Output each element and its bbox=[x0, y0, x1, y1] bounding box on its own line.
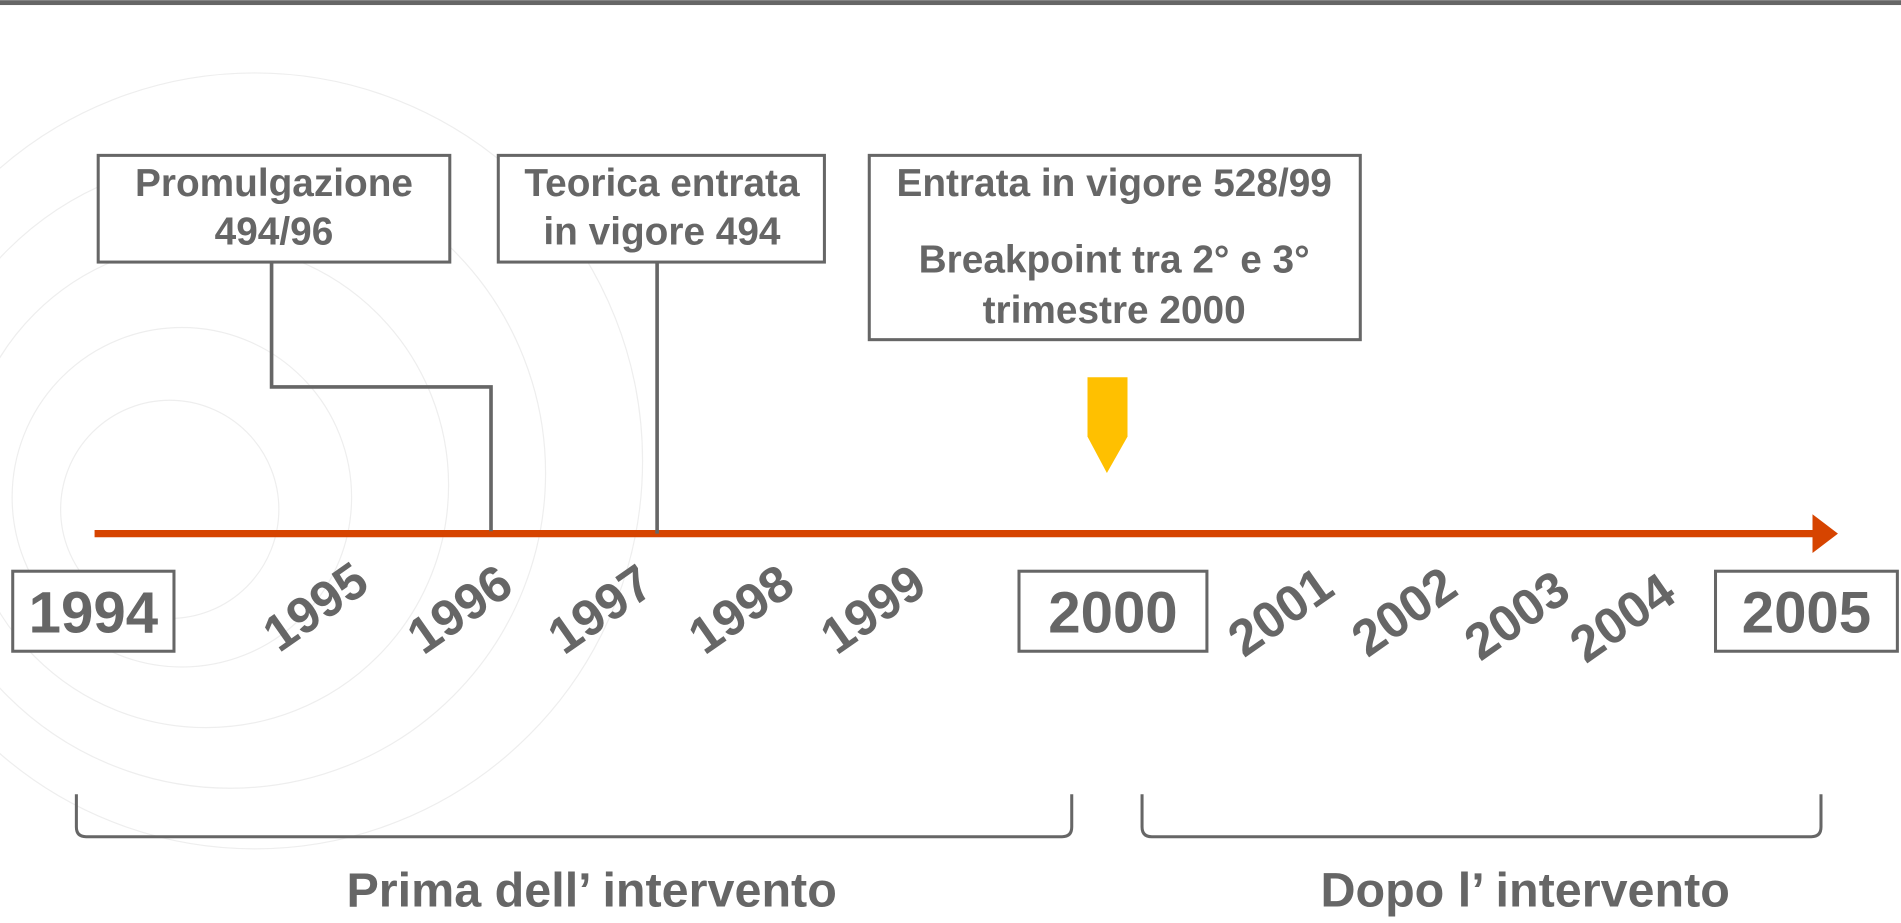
year-box bbox=[1017, 569, 1209, 653]
year-box bbox=[1713, 569, 1899, 653]
period-bracket bbox=[1140, 794, 1823, 839]
year-box bbox=[11, 569, 176, 653]
year-label: 2002 bbox=[1341, 556, 1466, 668]
year-label: 2005 bbox=[1742, 581, 1871, 646]
callout-box bbox=[496, 153, 826, 264]
year-label: 1994 bbox=[29, 581, 159, 646]
callout-text: Teorica entrata bbox=[524, 162, 800, 205]
callout-box bbox=[867, 153, 1362, 342]
callout-text: trimestre 2000 bbox=[983, 289, 1246, 332]
callout-box bbox=[96, 153, 452, 264]
callout-text: 494/96 bbox=[215, 210, 334, 253]
breakpoint-marker bbox=[1087, 377, 1128, 474]
period-label: Dopo l’ intervento bbox=[1320, 864, 1729, 918]
year-label: 1997 bbox=[537, 553, 662, 665]
year-label: 1998 bbox=[678, 553, 803, 665]
top-bar bbox=[0, 0, 1901, 6]
year-label: 1995 bbox=[253, 551, 378, 663]
callout-text: Promulgazione bbox=[135, 162, 413, 205]
year-label: 2004 bbox=[1560, 561, 1686, 673]
period-bracket bbox=[74, 794, 1074, 839]
callout-text: Entrata in vigore 528/99 bbox=[896, 162, 1331, 205]
year-label: 2003 bbox=[1454, 559, 1579, 671]
callout-text: in vigore 494 bbox=[543, 210, 781, 253]
callout-text: Breakpoint tra 2° e 3° bbox=[919, 238, 1310, 281]
year-label: 2001 bbox=[1218, 556, 1343, 668]
connector bbox=[269, 262, 493, 532]
year-label: 2000 bbox=[1048, 581, 1177, 646]
axis-arrowhead bbox=[1812, 514, 1838, 554]
year-label: 1996 bbox=[397, 553, 522, 665]
period-label: Prima dell’ intervento bbox=[346, 864, 836, 918]
year-label: 1999 bbox=[810, 553, 935, 665]
